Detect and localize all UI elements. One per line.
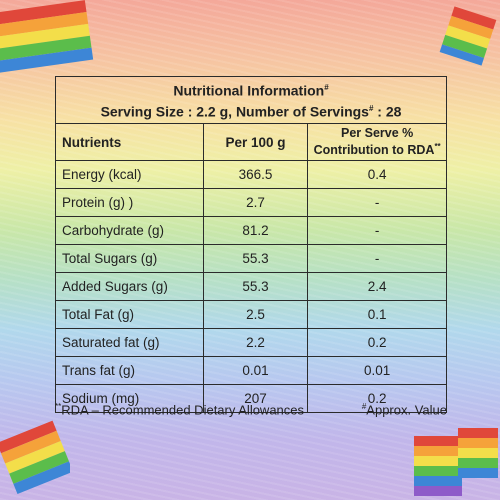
rainbow-candy-top-right-icon [439,6,497,66]
table-row: Sodium (mg) 207 0.2 [55,384,447,413]
rainbow-candy-top-left-icon [0,0,94,74]
rainbow-candy-bottom-right-icon [414,428,498,496]
column-header-nutrients: Nutrients [55,123,204,161]
approx-footnote: #Approx. Value [361,402,447,418]
table-header-row: Nutrients Per 100 g Per Serve % Contribu… [55,123,447,161]
rda-footnote: **RDA – Recommended Dietary Allowances [55,402,305,418]
per-100g-value: 2.7 [202,188,309,217]
rda-value: - [307,244,447,273]
rda-value: 2.4 [307,272,447,301]
table-row: Trans fat (g) 0.01 0.01 [55,356,447,385]
table-row: Total Fat (g) 2.5 0.1 [55,300,447,329]
rda-value: 0.2 [307,328,447,357]
column-header-per-100g: Per 100 g [202,123,309,161]
nutrient-name: Protein (g) ) [55,188,204,217]
per-100g-value: 2.5 [202,300,309,329]
nutrition-panel: Nutritional Information# Serving Size : … [55,76,447,424]
nutrient-name: Energy (kcal) [55,160,204,189]
column-header-per-serve-rda: Per Serve % Contribution to RDA** [307,123,447,161]
rda-value: 0.01 [307,356,447,385]
nutrient-name: Saturated fat (g) [55,328,204,357]
table-row: Carbohydrate (g) 81.2- [55,216,447,245]
nutrient-name: Trans fat (g) [55,356,204,385]
rda-value: 0.1 [307,300,447,329]
rainbow-candy-bottom-left-icon [0,420,70,495]
table-row: Saturated fat (g) 2.2 0.2 [55,328,447,357]
nutrition-table: Nutrients Per 100 g Per Serve % Contribu… [55,123,447,413]
table-row: Added Sugars (g) 55.3 2.4 [55,272,447,301]
per-100g-value: 0.01 [202,356,309,385]
rda-value: - [307,188,447,217]
nutrient-name: Carbohydrate (g) [55,216,204,245]
footnotes: **RDA – Recommended Dietary Allowances #… [55,402,447,417]
table-row: Total Sugars (g) 55.3- [55,244,447,273]
per-100g-value: 55.3 [202,244,309,273]
per-100g-value: 2.2 [202,328,309,357]
nutrient-name: Added Sugars (g) [55,272,204,301]
per-100g-value: 55.3 [202,272,309,301]
rda-value: 0.2 [307,384,447,413]
nutrient-name: Total Fat (g) [55,300,204,329]
rda-value: 0.4 [307,160,447,189]
nutrition-title: Nutritional Information# [173,83,329,99]
per-100g-value: 81.2 [202,216,309,245]
table-row: Protein (g) ) 2.7- [55,188,447,217]
nutrient-name: Total Sugars (g) [55,244,204,273]
serving-info: Serving Size : 2.2 g, Number of Servings… [100,103,402,120]
per-100g-value: 366.5 [202,160,309,189]
table-row: Energy (kcal) 366.5 0.4 [55,160,447,189]
nutrition-header: Nutritional Information# Serving Size : … [55,76,447,123]
nutrient-name: Sodium (mg) [55,384,204,413]
rda-value: - [307,216,447,245]
